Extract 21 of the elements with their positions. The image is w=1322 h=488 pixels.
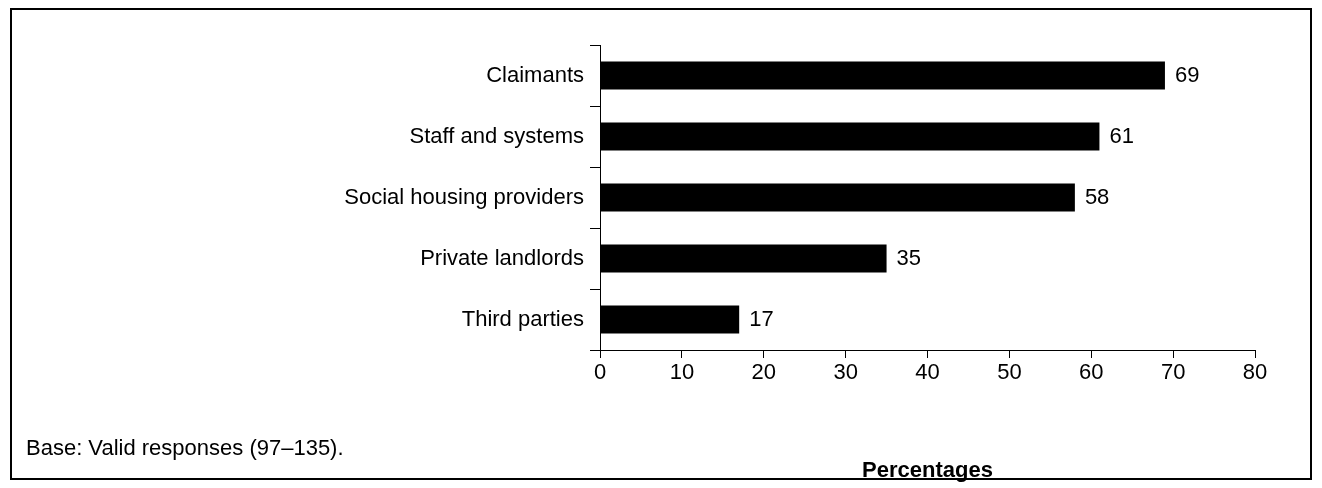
- data-label: 69: [1174, 61, 1200, 87]
- y-tick-label: Claimants: [486, 61, 584, 87]
- text: Base: Valid responses (97–135).: [26, 435, 344, 460]
- y-tick-label: Third parties: [461, 305, 584, 331]
- x-tick-label: 20: [751, 359, 776, 385]
- data-label: 17: [749, 305, 774, 331]
- x-tick-label: 70: [1160, 359, 1186, 385]
- data-label: 35: [896, 244, 922, 270]
- data-label: 61: [1109, 122, 1134, 148]
- x-tick-label: 80: [1242, 359, 1268, 385]
- y-tick-label: Private landlords: [420, 244, 584, 270]
- x-tick-label: 40: [915, 359, 940, 385]
- y-tick-label: Social housing providers: [344, 183, 584, 209]
- x-tick-label: 0: [593, 359, 607, 385]
- x-tick-label: 30: [833, 359, 858, 385]
- data-label: 58: [1084, 183, 1110, 209]
- x-tick-label: 60: [1079, 359, 1104, 385]
- y-tick-label: Staff and systems: [409, 122, 584, 148]
- x-axis-title: Percentages: [862, 456, 993, 482]
- x-tick-label: 50: [997, 359, 1022, 385]
- x-tick-label: 10: [669, 359, 695, 385]
